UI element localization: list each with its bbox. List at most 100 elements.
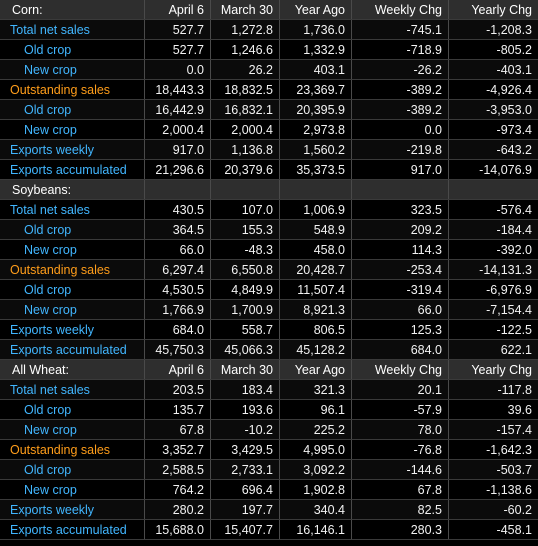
cell-weekly-chg: -718.9: [351, 40, 448, 59]
cell-weekly-chg: 323.5: [351, 200, 448, 219]
table-row: Exports accumulated 45,750.3 45,066.3 45…: [0, 340, 538, 360]
cell-yearly-chg: -805.2: [448, 40, 538, 59]
column-header-year-ago: Year Ago: [279, 360, 351, 379]
cell-april-6: 15,688.0: [144, 520, 210, 539]
cell-yearly-chg: -157.4: [448, 420, 538, 439]
wheat-header-row: All Wheat: April 6 March 30 Year Ago Wee…: [0, 360, 538, 380]
cell-year-ago: 11,507.4: [279, 280, 351, 299]
cell-year-ago: 1,332.9: [279, 40, 351, 59]
table-row: Exports accumulated 21,296.6 20,379.6 35…: [0, 160, 538, 180]
cell-yearly-chg: -1,642.3: [448, 440, 538, 459]
cell-yearly-chg: -1,138.6: [448, 480, 538, 499]
column-header-weekly-chg: Weekly Chg: [351, 360, 448, 379]
row-label: New crop: [24, 303, 77, 317]
cell-march-30: 558.7: [210, 320, 279, 339]
cell-year-ago: 548.9: [279, 220, 351, 239]
cell-year-ago: 23,369.7: [279, 80, 351, 99]
table-row: New crop 2,000.4 2,000.4 2,973.8 0.0 -97…: [0, 120, 538, 140]
cell-march-30: 15,407.7: [210, 520, 279, 539]
cell-year-ago: 225.2: [279, 420, 351, 439]
corn-section-title: Corn:: [12, 3, 43, 17]
table-row: Outstanding sales 6,297.4 6,550.8 20,428…: [0, 260, 538, 280]
cell-year-ago: 458.0: [279, 240, 351, 259]
cell-march-30: 193.6: [210, 400, 279, 419]
cell-april-6: 527.7: [144, 20, 210, 39]
row-label: Old crop: [24, 223, 72, 237]
row-label: Exports weekly: [10, 323, 95, 337]
cell-yearly-chg: 39.6: [448, 400, 538, 419]
table-row: New crop 1,766.9 1,700.9 8,921.3 66.0 -7…: [0, 300, 538, 320]
cell-april-6: 2,588.5: [144, 460, 210, 479]
cell-april-6: 280.2: [144, 500, 210, 519]
row-label: Exports weekly: [10, 503, 95, 517]
wheat-section-title: All Wheat:: [12, 363, 69, 377]
cell-yearly-chg: -60.2: [448, 500, 538, 519]
cell-weekly-chg: -76.8: [351, 440, 448, 459]
cell-march-30: 197.7: [210, 500, 279, 519]
table-row: Old crop 527.7 1,246.6 1,332.9 -718.9 -8…: [0, 40, 538, 60]
cell-year-ago: 321.3: [279, 380, 351, 399]
cell-april-6: 1,766.9: [144, 300, 210, 319]
row-label: Old crop: [24, 103, 72, 117]
cell-year-ago: 1,560.2: [279, 140, 351, 159]
column-header-yearly-chg: Yearly Chg: [448, 0, 538, 19]
cell-yearly-chg: -392.0: [448, 240, 538, 259]
column-header-empty: [351, 180, 448, 199]
table-row: Exports weekly 917.0 1,136.8 1,560.2 -21…: [0, 140, 538, 160]
cell-yearly-chg: -7,154.4: [448, 300, 538, 319]
cell-weekly-chg: 20.1: [351, 380, 448, 399]
cell-april-6: 764.2: [144, 480, 210, 499]
cell-yearly-chg: -117.8: [448, 380, 538, 399]
cell-year-ago: 1,902.8: [279, 480, 351, 499]
row-label: New crop: [24, 63, 77, 77]
row-label: New crop: [24, 243, 77, 257]
cell-march-30: 3,429.5: [210, 440, 279, 459]
cell-year-ago: 16,146.1: [279, 520, 351, 539]
cell-march-30: 4,849.9: [210, 280, 279, 299]
column-header-year-ago: Year Ago: [279, 0, 351, 19]
soybeans-header-row: Soybeans:: [0, 180, 538, 200]
cell-weekly-chg: 684.0: [351, 340, 448, 359]
cell-yearly-chg: -184.4: [448, 220, 538, 239]
table-row: Outstanding sales 3,352.7 3,429.5 4,995.…: [0, 440, 538, 460]
cell-weekly-chg: -219.8: [351, 140, 448, 159]
row-label: New crop: [24, 483, 77, 497]
cell-weekly-chg: 66.0: [351, 300, 448, 319]
row-label: Exports weekly: [10, 143, 95, 157]
cell-april-6: 364.5: [144, 220, 210, 239]
cell-year-ago: 1,736.0: [279, 20, 351, 39]
cell-weekly-chg: 67.8: [351, 480, 448, 499]
column-header-march-30: March 30: [210, 360, 279, 379]
cell-yearly-chg: -973.4: [448, 120, 538, 139]
cell-march-30: 6,550.8: [210, 260, 279, 279]
cell-march-30: 1,136.8: [210, 140, 279, 159]
cell-april-6: 16,442.9: [144, 100, 210, 119]
cell-april-6: 135.7: [144, 400, 210, 419]
row-label: New crop: [24, 423, 77, 437]
cell-april-6: 3,352.7: [144, 440, 210, 459]
table-row: Old crop 364.5 155.3 548.9 209.2 -184.4: [0, 220, 538, 240]
cell-march-30: 696.4: [210, 480, 279, 499]
table-row: New crop 67.8 -10.2 225.2 78.0 -157.4: [0, 420, 538, 440]
cell-yearly-chg: -122.5: [448, 320, 538, 339]
cell-year-ago: 806.5: [279, 320, 351, 339]
cell-yearly-chg: -4,926.4: [448, 80, 538, 99]
cell-yearly-chg: -458.1: [448, 520, 538, 539]
cell-april-6: 6,297.4: [144, 260, 210, 279]
cell-march-30: 1,246.6: [210, 40, 279, 59]
cell-weekly-chg: 209.2: [351, 220, 448, 239]
cell-weekly-chg: -26.2: [351, 60, 448, 79]
cell-year-ago: 2,973.8: [279, 120, 351, 139]
cell-yearly-chg: -6,976.9: [448, 280, 538, 299]
cell-march-30: 20,379.6: [210, 160, 279, 179]
cell-weekly-chg: -389.2: [351, 80, 448, 99]
cell-march-30: 1,272.8: [210, 20, 279, 39]
column-header-empty: [279, 180, 351, 199]
cell-year-ago: 8,921.3: [279, 300, 351, 319]
row-label: Outstanding sales: [10, 443, 111, 457]
row-label: Total net sales: [10, 203, 90, 217]
cell-april-6: 917.0: [144, 140, 210, 159]
cell-weekly-chg: -745.1: [351, 20, 448, 39]
soybeans-section-title: Soybeans:: [12, 183, 72, 197]
cell-april-6: 430.5: [144, 200, 210, 219]
